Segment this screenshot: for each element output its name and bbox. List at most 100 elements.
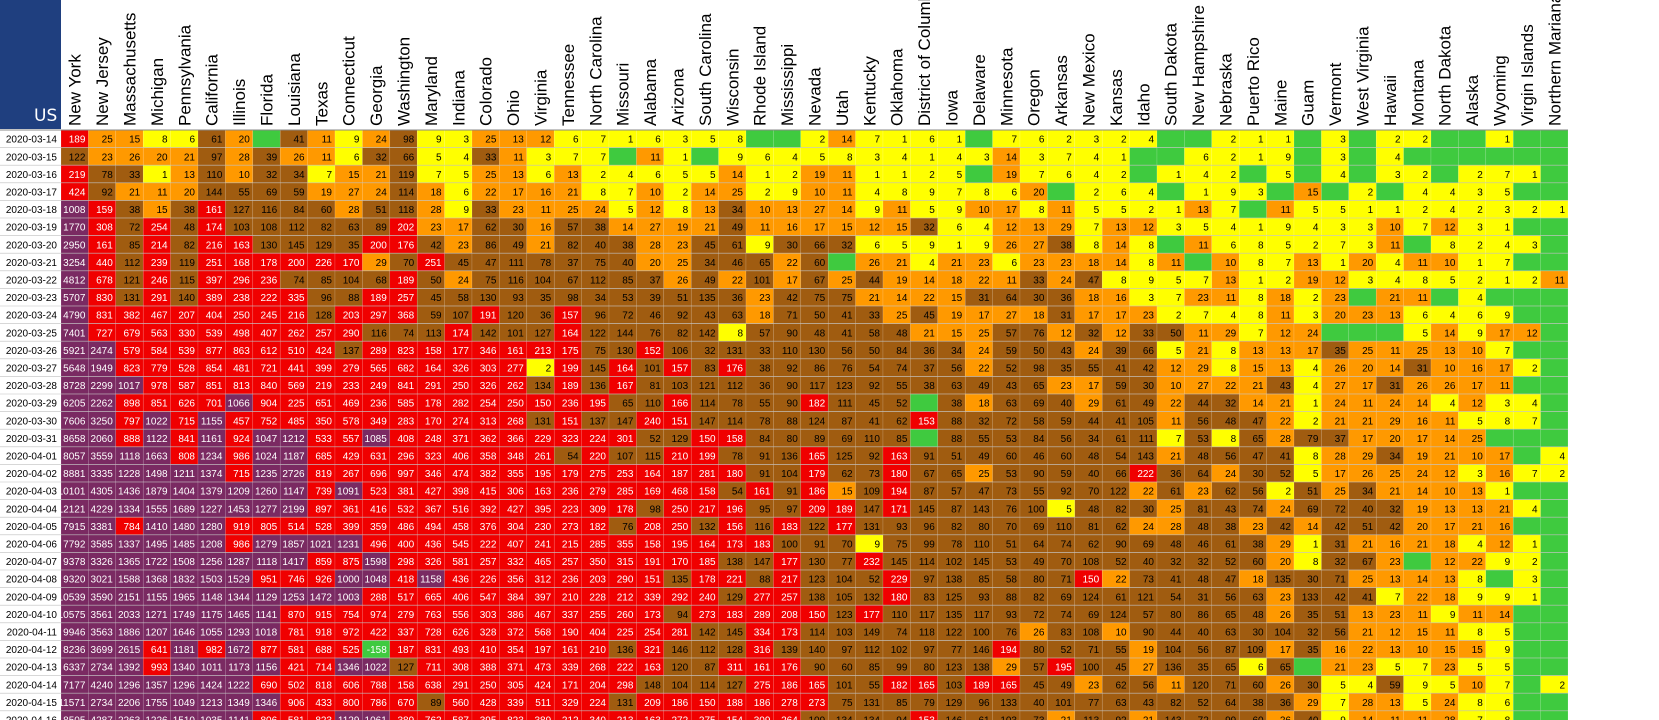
- cell-value: 25: [1170, 504, 1182, 515]
- cell-value: 23: [513, 205, 525, 216]
- cell-value: 21: [869, 293, 881, 304]
- row-label: 2020-04-12: [6, 645, 58, 656]
- cell-value: 210: [562, 592, 579, 603]
- cell-value: 14: [1417, 487, 1429, 498]
- cell-value: 31: [1335, 539, 1347, 550]
- cell-value: 8728: [63, 381, 86, 392]
- cell-value: 354: [507, 645, 524, 656]
- cell-value: 226: [315, 258, 332, 269]
- cell-value: 2: [1121, 135, 1127, 146]
- cell-value: 125: [836, 451, 853, 462]
- cell-value: 2299: [91, 381, 114, 392]
- cell-value: 986: [233, 539, 250, 550]
- cell-value: 183: [726, 610, 743, 621]
- cell-value: 312: [535, 575, 552, 586]
- cell-value: 11: [842, 170, 853, 181]
- cell-value: 7: [1505, 346, 1511, 357]
- cell-value: 1886: [118, 627, 141, 638]
- cell-value: 50: [814, 311, 826, 322]
- cell-value: 64: [1033, 539, 1045, 550]
- cell-value: 195: [535, 469, 552, 480]
- cell-value: 70: [1006, 522, 1018, 533]
- row-label: 2020-04-05: [6, 522, 58, 533]
- cell-value: 404: [589, 627, 606, 638]
- cell-value: 36: [540, 311, 552, 322]
- cell-value: 1227: [200, 504, 223, 515]
- cell-value: 80: [787, 434, 799, 445]
- cell-value: 5: [1477, 416, 1483, 427]
- heatmap-cell: [1512, 252, 1541, 272]
- cell-value: 209: [644, 698, 661, 709]
- cell-value: 1211: [173, 469, 195, 480]
- cell-value: 696: [370, 469, 387, 480]
- cell-value: 6: [546, 170, 552, 181]
- cell-value: 82: [677, 328, 689, 339]
- cell-value: 175: [562, 346, 579, 357]
- cell-value: 199: [562, 363, 579, 374]
- cell-value: 323: [562, 434, 579, 445]
- cell-value: 746: [288, 575, 305, 586]
- cell-value: 72: [129, 223, 141, 234]
- cell-value: 305: [507, 680, 524, 691]
- cell-value: 143: [1165, 715, 1182, 720]
- cell-value: 1226: [145, 715, 168, 720]
- cell-value: 61: [1225, 539, 1237, 550]
- cell-value: 1: [1313, 539, 1319, 550]
- cell-value: 296: [398, 451, 415, 462]
- row-label: 2020-03-14: [6, 135, 58, 146]
- cell-value: 23: [1335, 293, 1347, 304]
- cell-value: 190: [562, 627, 579, 638]
- cell-value: 38: [951, 399, 963, 410]
- cell-value: 1228: [118, 469, 141, 480]
- cell-value: 130: [261, 240, 278, 251]
- cell-value: 23: [677, 240, 689, 251]
- cell-value: 250: [480, 680, 497, 691]
- cell-value: 17: [978, 311, 990, 322]
- cell-value: 32: [1225, 399, 1237, 410]
- cell-value: 48: [896, 328, 908, 339]
- cell-value: 8658: [63, 434, 86, 445]
- cell-value: 116: [261, 205, 277, 216]
- cell-value: 21: [1389, 487, 1401, 498]
- cell-value: 8: [1258, 258, 1264, 269]
- cell-value: 285: [617, 487, 634, 498]
- cell-value: 146: [973, 645, 990, 656]
- cell-value: 982: [206, 645, 223, 656]
- cell-value: 24: [1280, 504, 1292, 515]
- cell-value: 45: [924, 311, 936, 322]
- cell-value: 23: [1033, 258, 1045, 269]
- cell-value: 15: [1472, 645, 1484, 656]
- cell-value: 1129: [338, 715, 360, 720]
- heatmap-cell: [1238, 200, 1267, 219]
- cell-value: 143: [973, 504, 990, 515]
- cell-value: 96: [321, 293, 333, 304]
- cell-value: 13: [1472, 504, 1484, 515]
- column-header: Utah: [833, 90, 852, 126]
- cell-value: 9: [1505, 311, 1511, 322]
- cell-value: 6: [354, 152, 360, 163]
- cell-value: 7: [1203, 311, 1209, 322]
- heatmap-cell: [1512, 147, 1541, 166]
- cell-value: 406: [452, 592, 469, 603]
- cell-value: 10: [1444, 258, 1456, 269]
- cell-value: 17: [1417, 434, 1429, 445]
- cell-value: 82: [184, 240, 196, 251]
- cell-value: 150: [699, 698, 716, 709]
- cell-value: 25: [1362, 346, 1374, 357]
- cell-value: 16: [787, 223, 799, 234]
- cell-value: 22: [1225, 381, 1237, 392]
- cell-value: 104: [343, 275, 360, 286]
- cell-value: 326: [480, 381, 497, 392]
- cell-value: 17: [1088, 311, 1100, 322]
- cell-value: 14: [924, 275, 936, 286]
- cell-value: 103: [836, 627, 853, 638]
- heatmap-cell: [1348, 164, 1377, 184]
- cell-value: 27: [650, 223, 662, 234]
- cell-value: 132: [863, 592, 880, 603]
- cell-value: 159: [96, 205, 113, 216]
- cell-value: 7: [957, 187, 963, 198]
- cell-value: 1949: [91, 363, 114, 374]
- cell-value: 323: [425, 451, 442, 462]
- cell-value: 371: [507, 663, 524, 674]
- row-label: 2020-03-24: [6, 311, 58, 322]
